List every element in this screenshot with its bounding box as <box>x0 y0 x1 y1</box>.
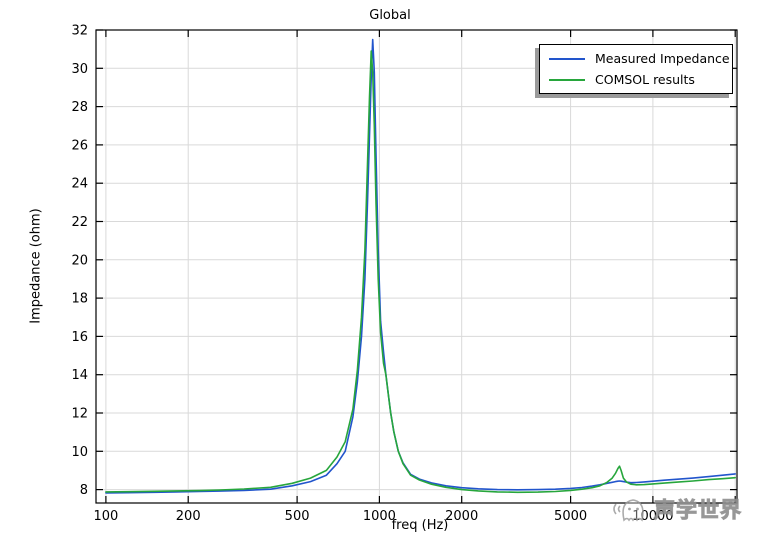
axes <box>95 29 738 504</box>
comsol-results-line <box>105 50 737 494</box>
y-tick-label: 12 <box>71 407 88 422</box>
x-tick-label: 100 <box>93 509 118 524</box>
x-tick-label: 2000 <box>445 509 478 524</box>
legend-entry-comsol: COMSOL results <box>549 72 732 87</box>
legend-box: Measured Impedance COMSOL results <box>539 44 733 94</box>
x-axis-label: freq (Hz) <box>391 518 449 533</box>
y-tick-label: 18 <box>71 292 88 307</box>
legend-label-measured: Measured Impedance <box>595 51 730 66</box>
y-tick-label: 32 <box>71 24 88 39</box>
y-tick-label: 26 <box>71 138 88 153</box>
y-tick-label: 28 <box>71 100 88 115</box>
comsol-line-swatch <box>549 78 585 81</box>
y-tick-label: 10 <box>71 445 88 460</box>
x-tick-label: 200 <box>176 509 201 524</box>
measured-impedance-line <box>105 38 737 494</box>
y-tick-label: 30 <box>71 62 88 77</box>
gridlines <box>96 29 737 503</box>
y-tick-label: 24 <box>71 177 88 192</box>
measured-line-swatch <box>549 57 585 60</box>
y-axis-label: Impedance (ohm) <box>28 208 44 324</box>
y-tick-label: 16 <box>71 330 88 345</box>
series-curves <box>105 38 737 494</box>
x-tick-label: 500 <box>285 509 310 524</box>
y-tick-label: 8 <box>80 483 88 498</box>
legend-entry-measured: Measured Impedance <box>549 51 732 66</box>
tick-labels: 100 200 500 1000 2000 5000 10000 8 10 12 14 16 18 20 2… <box>71 24 673 525</box>
legend-label-comsol: COMSOL results <box>595 72 695 87</box>
y-tick-label: 22 <box>71 215 88 230</box>
x-tick-label: 5000 <box>554 509 587 524</box>
y-tick-label: 14 <box>71 368 88 383</box>
x-tick-label: 10000 <box>632 509 673 524</box>
chart-title: Global <box>369 8 411 23</box>
y-tick-label: 20 <box>71 253 88 268</box>
x-tick-label: 1000 <box>363 509 396 524</box>
